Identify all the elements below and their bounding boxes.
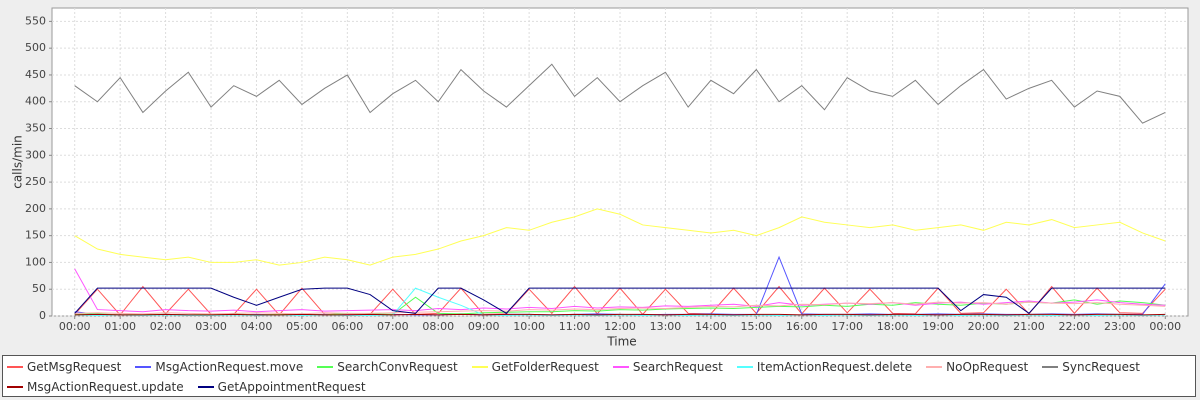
legend-label: GetAppointmentRequest [217, 380, 366, 394]
y-tick-label: 100 [25, 255, 46, 268]
legend-label: SearchRequest [632, 360, 723, 374]
x-tick-label: 02:00 [150, 320, 182, 333]
x-tick-label: 00:00 [59, 320, 91, 333]
x-tick-label: 03:00 [195, 320, 227, 333]
legend-item: ItemActionRequest.delete [736, 358, 913, 376]
legend-item: SearchRequest [612, 358, 723, 376]
y-tick-label: 50 [32, 282, 46, 295]
series-line [74, 301, 1166, 315]
x-tick-label: 16:00 [786, 320, 818, 333]
y-tick-label: 350 [25, 122, 46, 135]
x-tick-label: 07:00 [377, 320, 409, 333]
series-line [74, 208, 1166, 266]
y-tick-label: 150 [25, 229, 46, 242]
legend-label: ItemActionRequest.delete [756, 360, 913, 374]
y-tick-label: 450 [25, 68, 46, 81]
x-tick-label: 09:00 [468, 320, 500, 333]
series-line [74, 63, 1166, 124]
y-tick-label: 500 [25, 41, 46, 54]
legend-swatch [197, 386, 214, 388]
legend-label: MsgActionRequest.update [27, 380, 184, 394]
legend-swatch [612, 366, 629, 368]
x-tick-label: 18:00 [877, 320, 909, 333]
x-tick-label: 08:00 [422, 320, 454, 333]
legend-label: NoOpRequest [946, 360, 1029, 374]
legend-label: SearchConvRequest [337, 360, 458, 374]
legend-swatch [471, 366, 488, 368]
x-tick-label: 05:00 [286, 320, 318, 333]
x-tick-label: 17:00 [831, 320, 863, 333]
legend-swatch [736, 366, 753, 368]
x-tick-label: 10:00 [513, 320, 545, 333]
chart: Time calls/min 0 50 100 150 200 250 300 350 400 4… [11, 7, 1189, 349]
x-tick-label: 21:00 [1013, 320, 1045, 333]
x-tick-label: 06:00 [332, 320, 364, 333]
y-tick-label: 550 [25, 14, 46, 27]
legend-swatch [317, 366, 334, 368]
x-axis-label: Time [606, 335, 636, 349]
legend-label: SyncRequest [1062, 360, 1140, 374]
legend-item: NoOpRequest [926, 358, 1028, 376]
legend-label: GetFolderRequest [491, 360, 599, 374]
y-tick-label: 400 [25, 95, 46, 108]
legend-item: SyncRequest [1042, 358, 1140, 376]
legend-swatch [7, 366, 23, 368]
legend-item: GetFolderRequest [471, 358, 599, 376]
x-tick-label: 11:00 [559, 320, 591, 333]
series-line [74, 268, 1166, 313]
legend-item: GetMsgRequest [7, 358, 121, 376]
x-tick-label: 00:00 [1149, 320, 1181, 333]
legend-swatch [7, 386, 23, 388]
x-tick-label: 15:00 [740, 320, 772, 333]
legend-label: MsgActionRequest.move [155, 360, 304, 374]
y-tick-label: 0 [39, 309, 46, 322]
legend-item: MsgActionRequest.update [7, 378, 184, 396]
legend-swatch [926, 366, 943, 368]
y-tick-label: 200 [25, 202, 46, 215]
x-tick-label: 20:00 [968, 320, 1000, 333]
legend-swatch [135, 366, 152, 368]
x-tick-label: 19:00 [922, 320, 954, 333]
x-tick-label: 12:00 [604, 320, 636, 333]
y-tick-label: 250 [25, 175, 46, 188]
x-tick-label: 23:00 [1104, 320, 1136, 333]
x-tick-label: 22:00 [1059, 320, 1091, 333]
legend-swatch [1042, 366, 1059, 368]
series-line [74, 287, 1166, 316]
legend-item: GetAppointmentRequest [197, 378, 366, 396]
x-tick-label: 04:00 [241, 320, 273, 333]
series-line [74, 287, 1166, 314]
legend-label: GetMsgRequest [27, 360, 122, 374]
y-tick-label: 300 [25, 148, 46, 161]
x-tick-label: 14:00 [695, 320, 727, 333]
x-tick-label: 01:00 [104, 320, 136, 333]
legend-item: SearchConvRequest [317, 358, 458, 376]
series-line [74, 313, 1166, 316]
x-tick-label: 13:00 [650, 320, 682, 333]
y-axis-label: calls/min [11, 135, 25, 189]
legend-item: MsgActionRequest.move [135, 358, 303, 376]
legend: GetMsgRequest MsgActionRequest.move Search… [2, 355, 1196, 397]
